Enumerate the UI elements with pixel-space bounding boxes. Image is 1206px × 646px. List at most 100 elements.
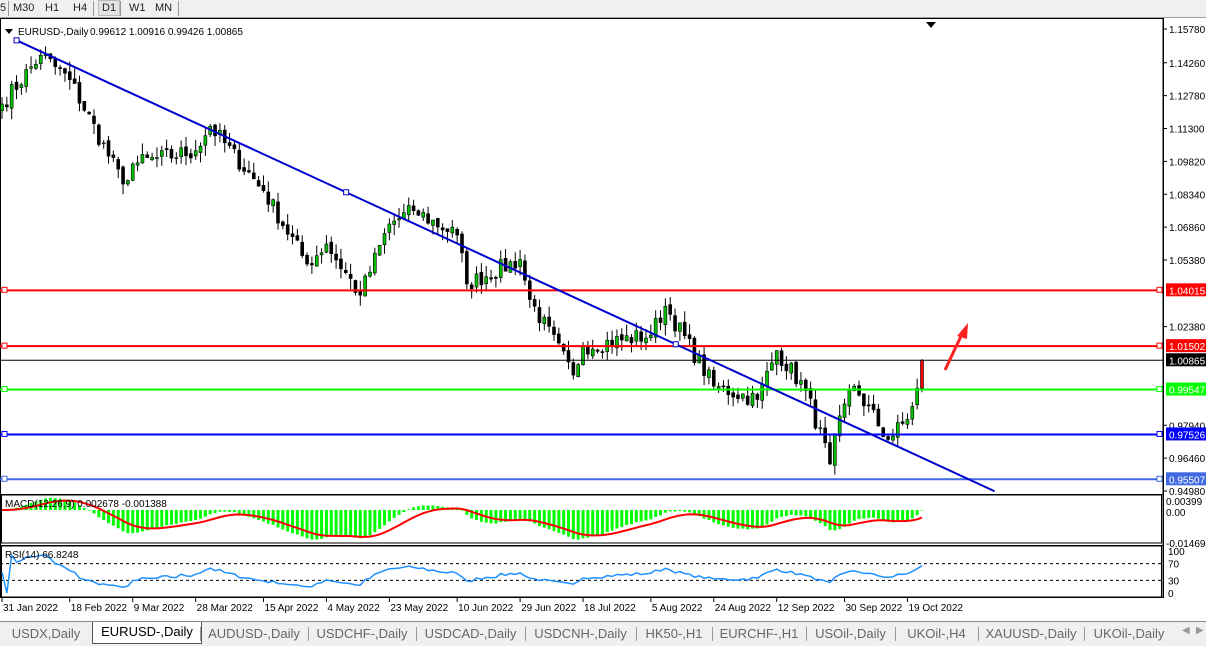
divider [120,1,121,16]
candle-body [416,210,421,216]
timeframe-H4[interactable]: H4 [73,2,88,14]
time-tick-label: 31 Jan 2022 [3,603,58,614]
timeframe-H1[interactable]: H1 [45,2,60,14]
candle-body [300,241,305,256]
chart-tab[interactable]: UKOil-,Daily [1093,626,1165,641]
candle-body [765,370,769,387]
candle-body [24,69,29,87]
chart-tab[interactable]: USDCAD-,Daily [424,626,517,641]
candle-body [92,115,96,124]
price-level-label: 0.95507 [1169,475,1206,486]
candle-body [63,68,67,74]
candle-body [431,219,435,226]
time-tick-label: 5 Aug 2022 [652,603,703,614]
price-level-label: 1.00865 [1169,356,1206,367]
candle-body [276,201,280,224]
candle-body [658,317,663,323]
chart-tab[interactable]: UKOil-,H4 [907,626,966,641]
price-tick-label: 0.97940 [1169,421,1206,432]
candle-body [310,263,314,266]
price-level-label: 0.97526 [1169,430,1206,441]
candle-body [886,436,890,440]
candle-body [179,147,183,158]
candle-body [392,220,397,225]
candle-body [600,351,605,353]
candle-body [794,361,798,385]
price-tick-label: 1.08340 [1169,190,1206,201]
trendline-handle [13,37,20,44]
chart-tab[interactable]: USOil-,Daily [815,626,886,641]
candle-body [334,253,338,261]
candle-body [561,344,566,352]
price-label-bg [1166,353,1206,367]
candle-body [619,334,624,341]
chart-shift-marker-icon [926,22,936,28]
chart-tab[interactable]: HK50-,H1 [645,626,703,641]
candle-body [242,167,246,172]
candle-body [833,434,837,466]
chart-tab[interactable]: USDCHF-,Daily [316,626,408,641]
line-handle [1,286,8,293]
price-chart[interactable]: 1.15780 1.14260 1.12780 1.11300 1.09820 1.083… [0,18,1206,621]
candle-body [382,233,387,246]
candle-body [895,422,900,438]
candle-body [673,315,677,332]
candle-body [900,421,905,424]
chart-tab[interactable]: USDX,Daily [11,626,81,641]
candle-body [663,305,668,325]
candle-body [150,157,154,161]
timeframe-W1[interactable]: W1 [129,2,146,14]
tabs-scroll-right[interactable]: ▶ [1196,625,1204,636]
candle-body [368,271,372,277]
candle-body [397,218,401,221]
tabs-scroll-left[interactable]: ◀ [1182,625,1190,636]
chart-tab[interactable]: EURUSD-,Daily [92,622,202,644]
candle-body [465,251,469,285]
candle-body [552,326,556,335]
candle-body [445,228,450,232]
candle-body [435,218,440,228]
candle-body [72,78,77,84]
candle-body [116,159,121,170]
candle-body [285,224,290,235]
candle-body [799,380,803,385]
chart-tab[interactable]: EURCHF-,H1 [719,626,799,641]
candle-body [111,154,116,158]
chart-tab[interactable]: AUDUSD-,Daily [208,626,300,641]
candle-body [87,111,91,115]
candle-body [247,170,251,173]
candle-body [532,299,537,307]
candle-body [67,71,72,80]
candle-body [852,385,856,391]
timeframe-D1[interactable]: D1 [98,0,121,16]
chart-tab[interactable]: USDCNH-,Daily [534,626,627,641]
timeframe-M30[interactable]: M30 [13,2,35,14]
candle-body [121,166,125,185]
candle-body [348,274,353,279]
line-handle [1156,475,1163,482]
candle-body [155,157,159,159]
candle-body [426,213,430,224]
rsi-tick-label: 100 [1168,547,1185,558]
candle-body [668,304,672,315]
candle-body [678,322,682,332]
candle-body [5,104,9,108]
divider [93,1,94,16]
candles [0,46,924,475]
candle-body [232,144,237,150]
price-tick-label: 1.09820 [1169,157,1206,168]
timeframe-MN[interactable]: MN [155,2,173,14]
candle-body [808,388,813,399]
candle-body [266,191,271,205]
rsi-line [1,553,923,594]
timeframe-5[interactable]: 5 [0,2,7,14]
candle-body [498,259,503,278]
rsi-frame [1,545,1162,598]
price-tick-label: 1.05380 [1169,256,1206,267]
candle-body [406,205,411,215]
candle-body [731,392,735,398]
chart-tab[interactable]: XAUUSD-,Daily [985,626,1077,641]
candle-body [866,404,871,407]
red-arrow-icon [957,323,968,339]
time-tick-label: 4 May 2022 [327,603,380,614]
